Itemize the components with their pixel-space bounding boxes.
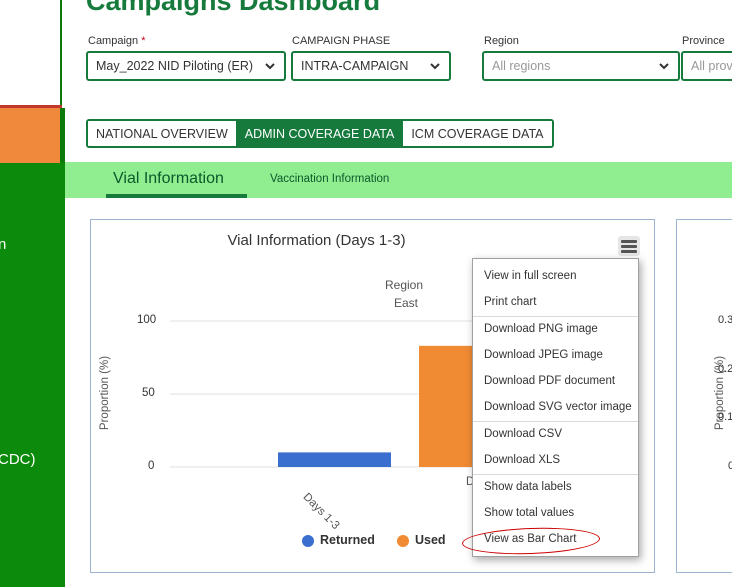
y-tick-label: 0 xyxy=(148,460,155,472)
sub-navigation: Vial Information Vaccination Information xyxy=(65,162,732,198)
chart-title: Vial Information (Days 1-3) xyxy=(227,232,406,249)
group-header-value: East xyxy=(394,296,419,310)
legend-item-returned[interactable]: Returned xyxy=(320,533,375,547)
menu-item-download-xls[interactable]: Download XLS xyxy=(484,454,561,466)
second-chart-y-tick: 0 xyxy=(728,460,732,472)
sidebar-item-active[interactable] xyxy=(0,108,60,163)
legend-returned-swatch xyxy=(302,535,314,547)
page-title: Campaigns Dashboard xyxy=(86,0,381,16)
second-chart-y-tick: 0.3 xyxy=(718,314,732,326)
phase-select[interactable]: INTRA-CAMPAIGN xyxy=(291,51,451,81)
chevron-down-icon xyxy=(265,63,275,70)
active-subtab-indicator xyxy=(106,194,247,198)
region-select[interactable]: All regions xyxy=(482,51,680,81)
chart-bars xyxy=(278,345,472,467)
second-chart-y-tick: 0.1 xyxy=(718,411,732,423)
province-select[interactable]: All prov xyxy=(681,51,732,81)
subtab-vaccination-information[interactable]: Vaccination Information xyxy=(270,173,390,185)
sidebar-header xyxy=(0,0,62,107)
group-header-label: Region xyxy=(385,278,424,292)
tab-national-overview[interactable]: NATIONAL OVERVIEW xyxy=(88,121,237,146)
menu-item-show-total-values[interactable]: Show total values xyxy=(484,507,575,519)
bar-used[interactable] xyxy=(419,345,472,467)
subtab-vial-information[interactable]: Vial Information xyxy=(113,170,224,187)
menu-item-print-chart[interactable]: Print chart xyxy=(484,296,537,308)
phase-select-value: INTRA-CAMPAIGN xyxy=(301,59,409,73)
second-chart-y-tick: 0.2 xyxy=(718,363,732,375)
x-tick-label-clipped: D xyxy=(466,476,472,488)
campaign-filter-label: Campaign * xyxy=(88,35,146,47)
chevron-down-icon xyxy=(659,63,669,70)
phase-filter-label: CAMPAIGN PHASE xyxy=(292,35,391,47)
second-chart-card xyxy=(676,219,732,573)
sidebar-item-label[interactable]: n xyxy=(0,236,7,253)
province-filter-label: Province xyxy=(682,35,725,47)
legend-used-swatch xyxy=(397,535,409,547)
chart-menu-button[interactable] xyxy=(618,236,640,256)
sidebar-menu xyxy=(0,163,65,587)
region-select-placeholder: All regions xyxy=(492,59,551,73)
province-select-placeholder: All prov xyxy=(691,59,732,73)
dashboard-tabs: NATIONAL OVERVIEW ADMIN COVERAGE DATA IC… xyxy=(86,119,554,148)
legend-item-used[interactable]: Used xyxy=(415,533,446,547)
sidebar-item-label[interactable]: CDC) xyxy=(0,451,36,468)
campaign-select[interactable]: May_2022 NID Piloting (ER) xyxy=(86,51,286,81)
chevron-down-icon xyxy=(430,63,440,70)
menu-item-download-svg[interactable]: Download SVG vector image xyxy=(484,401,632,413)
menu-item-download-pdf[interactable]: Download PDF document xyxy=(484,375,616,387)
menu-item-download-jpeg[interactable]: Download JPEG image xyxy=(484,349,603,361)
menu-separator xyxy=(473,474,638,475)
tab-icm-coverage-data[interactable]: ICM COVERAGE DATA xyxy=(403,121,552,146)
menu-item-view-as-bar-chart[interactable]: View as Bar Chart xyxy=(484,533,577,545)
menu-separator xyxy=(473,316,638,317)
sidebar-edge xyxy=(60,108,65,163)
sidebar-divider xyxy=(0,105,62,108)
campaign-select-value: May_2022 NID Piloting (ER) xyxy=(96,59,254,73)
menu-item-download-csv[interactable]: Download CSV xyxy=(484,428,562,440)
y-axis-label: Proportion (%) xyxy=(99,355,112,431)
y-tick-label: 50 xyxy=(142,387,155,399)
tab-admin-coverage-data[interactable]: ADMIN COVERAGE DATA xyxy=(236,121,404,146)
y-tick-label: 100 xyxy=(137,314,157,326)
menu-item-view-full-screen[interactable]: View in full screen xyxy=(484,270,577,282)
region-filter-label: Region xyxy=(484,35,519,47)
menu-separator xyxy=(473,421,638,422)
menu-item-show-data-labels[interactable]: Show data labels xyxy=(484,481,572,493)
chart-export-menu: View in full screen Print chart Download… xyxy=(472,258,639,557)
bar-returned[interactable] xyxy=(278,452,391,467)
menu-item-download-png[interactable]: Download PNG image xyxy=(484,323,598,335)
sidebar: n CDC) xyxy=(0,0,65,587)
